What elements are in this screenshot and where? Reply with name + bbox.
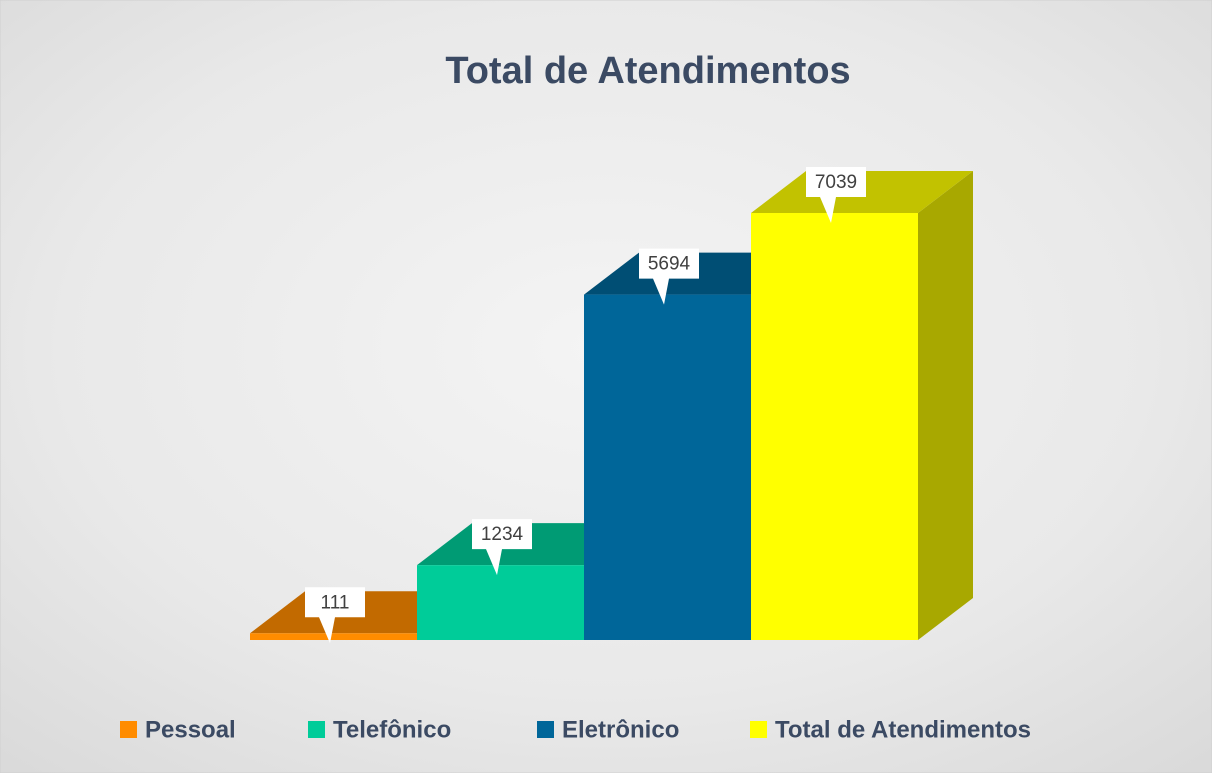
bar-front [417,565,584,640]
bar [751,171,973,640]
bar-front [584,294,751,640]
data-label-box [639,248,699,305]
data-label-box [305,587,365,644]
bar-side [918,171,973,640]
legend-label: Total de Atendimentos [775,716,1031,743]
legend-label: Telefônico [333,716,451,743]
data-label: 7039 [815,172,857,193]
chart-title: Total de Atendimentos [445,50,850,92]
data-label-box [472,519,532,576]
legend-swatch [120,721,137,738]
data-label: 111 [321,592,350,613]
data-label: 5694 [648,254,691,275]
bar-front [250,633,417,640]
legend-label: Pessoal [145,716,236,743]
legend-swatch [537,721,554,738]
data-label-box [806,167,866,223]
data-label: 1234 [481,524,524,545]
legend-label: Eletrônico [562,716,679,743]
legend-swatch [308,721,325,738]
bar-front [751,213,918,640]
legend-swatch [750,721,767,738]
